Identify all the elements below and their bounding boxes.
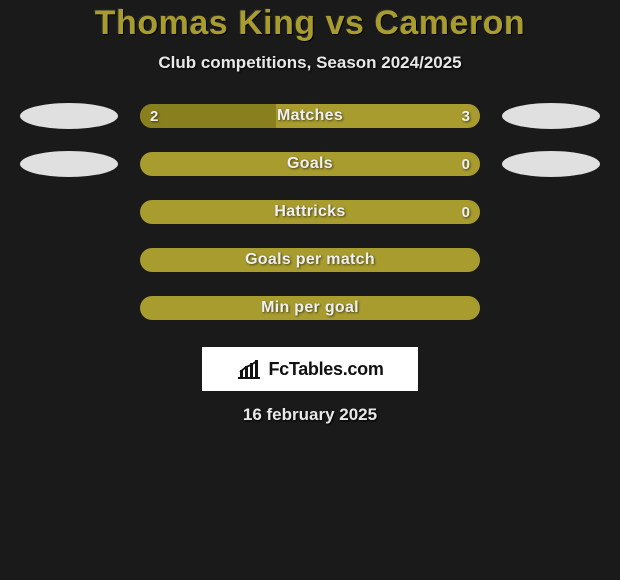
player-token-left — [20, 199, 118, 225]
chart-icon — [236, 358, 262, 380]
stat-row: Min per goal — [0, 295, 620, 321]
stat-bar: Min per goal — [140, 296, 480, 320]
stat-bar: Goals per match — [140, 248, 480, 272]
stat-value-right: 0 — [462, 156, 470, 173]
stat-value-left: 2 — [150, 108, 158, 125]
page-title: Thomas King vs Cameron — [0, 4, 620, 43]
stat-bar-fill — [140, 104, 276, 128]
player-token-left — [20, 295, 118, 321]
stat-label: Goals per match — [140, 251, 480, 269]
stat-row: Goals per match — [0, 247, 620, 273]
stat-row: Hattricks0 — [0, 199, 620, 225]
player-token-right — [502, 151, 600, 177]
player-token-right — [502, 295, 600, 321]
stat-bar: 2Matches3 — [140, 104, 480, 128]
player-token-right — [502, 247, 600, 273]
stats-card: Thomas King vs Cameron Club competitions… — [0, 0, 620, 425]
stats-rows: 2Matches3Goals0Hattricks0Goals per match… — [0, 103, 620, 321]
stat-row: Goals0 — [0, 151, 620, 177]
stat-row: 2Matches3 — [0, 103, 620, 129]
player-token-left — [20, 247, 118, 273]
logo-block[interactable]: FcTables.com — [202, 347, 418, 391]
stat-bar: Hattricks0 — [140, 200, 480, 224]
logo-text: FcTables.com — [268, 359, 383, 380]
stat-bar: Goals0 — [140, 152, 480, 176]
player-token-left — [20, 151, 118, 177]
stat-label: Goals — [140, 155, 480, 173]
player-token-left — [20, 103, 118, 129]
stat-value-right: 3 — [462, 108, 470, 125]
stat-value-right: 0 — [462, 204, 470, 221]
stat-label: Hattricks — [140, 203, 480, 221]
footer-date: 16 february 2025 — [0, 405, 620, 425]
player-token-right — [502, 103, 600, 129]
player-token-right — [502, 199, 600, 225]
subtitle: Club competitions, Season 2024/2025 — [0, 53, 620, 73]
stat-label: Min per goal — [140, 299, 480, 317]
